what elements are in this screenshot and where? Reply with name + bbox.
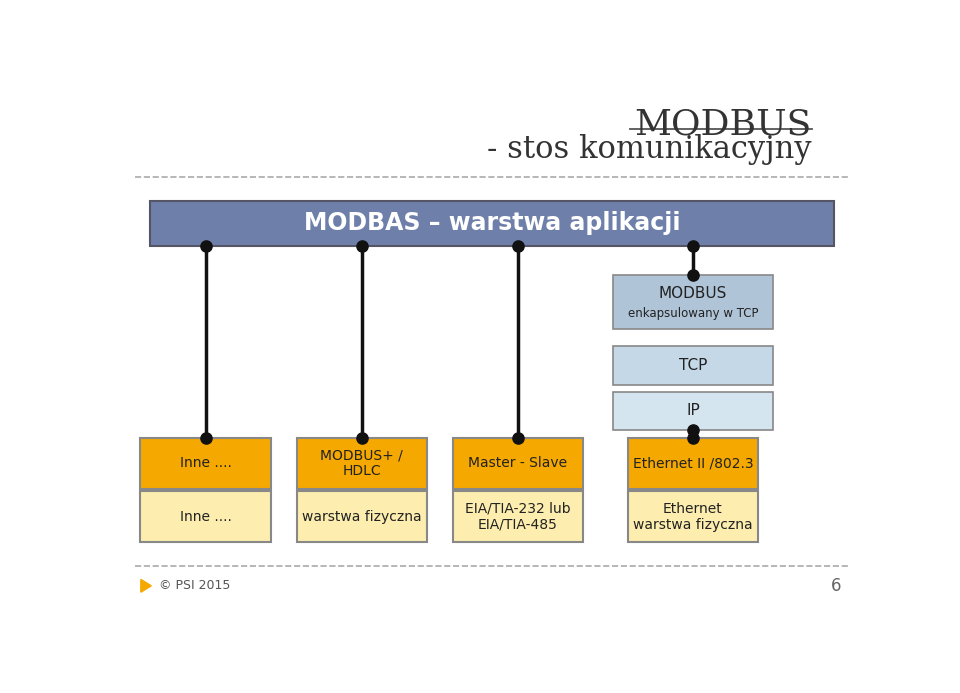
Polygon shape [141,579,152,593]
Text: enkapsulowany w TCP: enkapsulowany w TCP [628,307,758,320]
Text: IP: IP [686,403,700,419]
Point [685,432,701,444]
FancyBboxPatch shape [453,438,583,489]
FancyBboxPatch shape [140,438,271,489]
Text: Inne ....: Inne .... [180,510,231,524]
FancyBboxPatch shape [612,275,773,328]
Point [354,240,370,252]
Text: EIA/TIA-232 lub
EIA/TIA-485: EIA/TIA-232 lub EIA/TIA-485 [466,502,571,532]
Point [354,432,370,444]
Text: warstwa fizyczna: warstwa fizyczna [302,510,421,524]
FancyBboxPatch shape [628,438,758,489]
Point [198,240,213,252]
Text: Master - Slave: Master - Slave [468,457,567,471]
Text: Ethernet II /802.3: Ethernet II /802.3 [633,457,754,471]
Point [511,432,526,444]
Text: - stos komunikacyjny: - stos komunikacyjny [488,134,812,165]
Point [685,270,701,281]
Point [198,432,213,444]
Text: MODBUS+ /
HDLC: MODBUS+ / HDLC [321,448,403,478]
Text: MODBUS: MODBUS [659,286,727,301]
Text: 6: 6 [831,577,842,595]
Text: MODBUS: MODBUS [635,107,812,141]
Text: Ethernet
warstwa fizyczna: Ethernet warstwa fizyczna [633,502,753,532]
FancyBboxPatch shape [140,491,271,542]
FancyBboxPatch shape [453,491,583,542]
Text: Inne ....: Inne .... [180,457,231,471]
FancyBboxPatch shape [150,200,834,246]
FancyBboxPatch shape [297,438,427,489]
Point [685,240,701,252]
Point [685,424,701,436]
Point [511,240,526,252]
Text: TCP: TCP [679,358,708,373]
FancyBboxPatch shape [612,346,773,385]
FancyBboxPatch shape [612,392,773,430]
Text: © PSI 2015: © PSI 2015 [158,579,230,593]
FancyBboxPatch shape [628,491,758,542]
FancyBboxPatch shape [297,491,427,542]
Text: MODBAS – warstwa aplikacji: MODBAS – warstwa aplikacji [303,211,681,235]
